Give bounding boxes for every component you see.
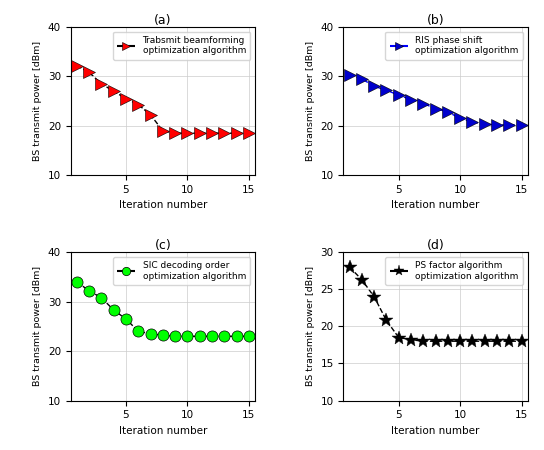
X-axis label: Iteration number: Iteration number <box>119 426 207 436</box>
Legend: PS factor algorithm
optimization algorithm: PS factor algorithm optimization algorit… <box>386 257 523 285</box>
X-axis label: Iteration number: Iteration number <box>391 426 480 436</box>
Legend: SIC decoding order
optimization algorithm: SIC decoding order optimization algorith… <box>113 257 250 285</box>
Legend: Trabsmit beamforming
optimization algorithm: Trabsmit beamforming optimization algori… <box>113 32 250 60</box>
Y-axis label: BS transmit power [dBm]: BS transmit power [dBm] <box>33 41 42 161</box>
X-axis label: Iteration number: Iteration number <box>391 201 480 211</box>
Title: (a): (a) <box>154 14 171 27</box>
X-axis label: Iteration number: Iteration number <box>119 201 207 211</box>
Y-axis label: BS transmit power [dBm]: BS transmit power [dBm] <box>33 266 42 387</box>
Y-axis label: BS transmit power [dBm]: BS transmit power [dBm] <box>306 266 315 387</box>
Title: (d): (d) <box>426 239 444 252</box>
Legend: RIS phase shift
optimization algorithm: RIS phase shift optimization algorithm <box>386 32 523 60</box>
Y-axis label: BS transmit power [dBm]: BS transmit power [dBm] <box>306 41 315 161</box>
Title: (c): (c) <box>154 239 171 252</box>
Title: (b): (b) <box>426 14 444 27</box>
